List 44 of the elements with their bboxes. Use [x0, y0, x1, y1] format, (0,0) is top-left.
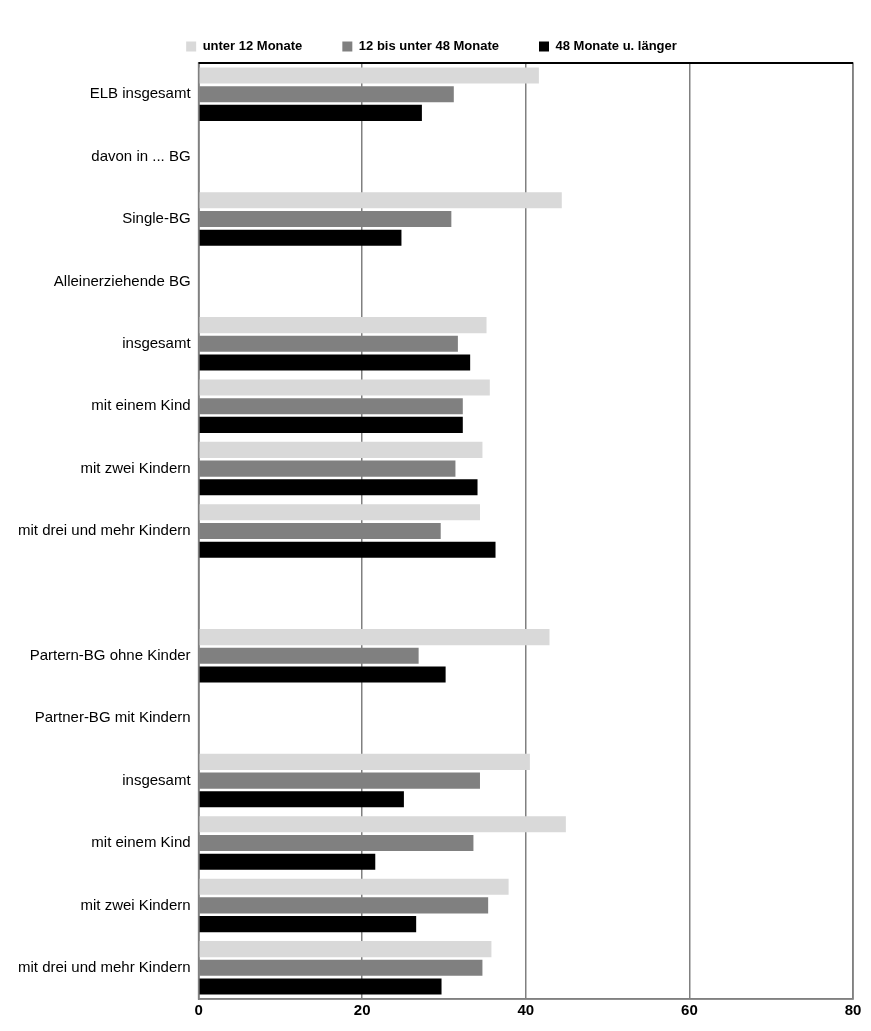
- bar: [199, 541, 496, 558]
- legend-label: 48 Monate u. länger: [555, 38, 677, 54]
- y-tick-label: Partner-BG mit Kindern: [34, 708, 191, 726]
- bar: [199, 104, 422, 121]
- bar: [199, 916, 417, 933]
- y-tick-label: mit zwei Kindern: [80, 895, 191, 913]
- bar: [199, 941, 492, 958]
- bar: [199, 629, 550, 646]
- bar: [199, 978, 442, 995]
- x-tick-label: 60: [681, 1001, 698, 1019]
- y-tick-label: mit drei und mehr Kindern: [17, 521, 191, 539]
- bar: [199, 479, 478, 496]
- y-tick-label: insgesamt: [122, 770, 192, 788]
- bar: [199, 504, 480, 521]
- x-tick-label: 80: [844, 1001, 862, 1019]
- bar: [199, 666, 446, 683]
- y-tick-label: Alleinerziehende BG: [53, 271, 191, 289]
- y-tick-label: davon in ... BG: [91, 146, 191, 164]
- bar: [199, 192, 562, 209]
- bar: [199, 816, 566, 833]
- y-tick-label: mit einem Kind: [91, 833, 191, 851]
- x-tick-label: 0: [194, 1001, 203, 1019]
- bar: [199, 317, 487, 334]
- legend-label: 12 bis unter 48 Monate: [358, 38, 499, 54]
- bar: [199, 416, 463, 433]
- y-tick-label: mit drei und mehr Kindern: [17, 957, 191, 975]
- bar: [199, 354, 471, 371]
- y-tick-label: Single-BG: [122, 209, 191, 227]
- bar: [199, 878, 509, 895]
- y-tick-label: ELB insgesamt: [89, 84, 192, 102]
- y-tick-label: mit einem Kind: [91, 396, 191, 414]
- bar: [199, 67, 539, 84]
- bar: [199, 853, 376, 870]
- bar: [199, 379, 490, 396]
- y-tick-label: insgesamt: [122, 333, 192, 351]
- legend-label: unter 12 Monate: [202, 38, 303, 54]
- bar: [199, 791, 404, 808]
- x-tick-label: 40: [517, 1001, 535, 1019]
- y-tick-label: Partern-BG ohne Kinder: [29, 645, 191, 663]
- y-tick-label: mit zwei Kindern: [80, 458, 191, 476]
- x-tick-label: 20: [353, 1001, 371, 1019]
- bar: [199, 229, 402, 246]
- bar: [199, 441, 483, 458]
- bar: [199, 753, 530, 770]
